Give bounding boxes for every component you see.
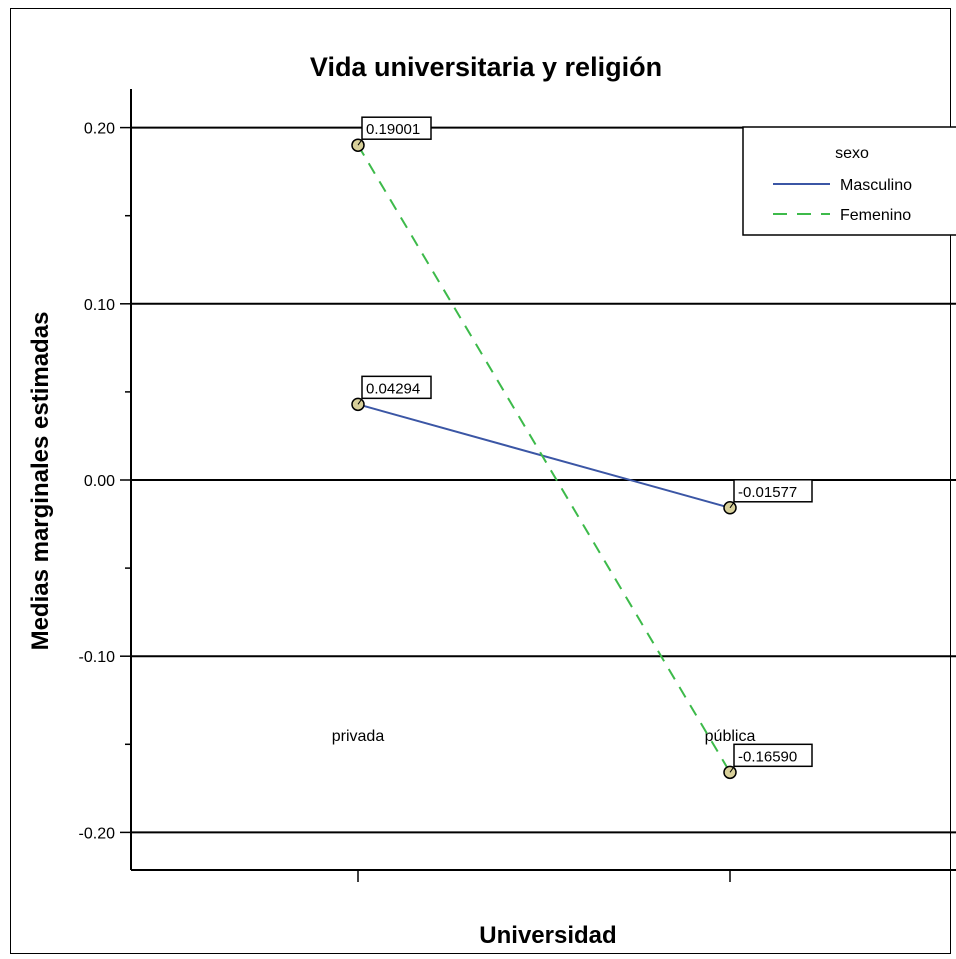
x-tick-label-1: pública	[705, 728, 756, 745]
data-label-box	[361, 116, 432, 140]
x-axis-label: Universidad	[479, 922, 616, 949]
series-line-masculino	[357, 403, 731, 509]
legend-items: Masculino Femenino	[773, 177, 912, 224]
data-label-box	[733, 743, 813, 768]
series-line-femenino	[357, 144, 731, 773]
chart-title: Vida universitaria y religión	[310, 52, 662, 82]
legend-title: sexo	[835, 145, 869, 162]
y-tick-label-2: 0.00	[84, 473, 115, 490]
data-label-femenino-0: 0.19001	[357, 116, 432, 146]
data-label-masculino-0: 0.04294	[357, 375, 432, 405]
data-label-femenino-1: -0.16590	[729, 743, 813, 773]
data-label-text: -0.16590	[738, 748, 797, 765]
data-value-labels: 0.04294 -0.01577 0.19001 -0.16590	[357, 116, 813, 773]
data-label-box	[361, 375, 432, 400]
legend-label-femenino: Femenino	[840, 207, 911, 224]
data-label-text: -0.01577	[738, 484, 797, 501]
data-label-text: 0.19001	[366, 121, 420, 138]
data-markers	[351, 138, 737, 780]
y-tick-label-3: -0.10	[79, 649, 116, 666]
legend-box	[742, 126, 956, 236]
x-tick-label-0: privada	[332, 728, 385, 745]
y-tick-label-4: -0.20	[79, 825, 116, 842]
y-tick-labels: 0.20 0.10 0.00 -0.10 -0.20	[79, 121, 116, 843]
y-tick-label-0: 0.20	[84, 121, 115, 138]
legend-label-masculino: Masculino	[840, 177, 912, 194]
y-tick-label-1: 0.10	[84, 297, 115, 314]
data-label-box	[733, 479, 813, 503]
data-label-masculino-1: -0.01577	[729, 479, 813, 509]
x-tick-labels: privada pública	[332, 728, 756, 745]
y-axis-label: Medias marginales estimadas	[27, 312, 54, 651]
axes	[120, 89, 956, 882]
series-lines	[357, 144, 731, 773]
data-label-text: 0.04294	[366, 380, 420, 397]
legend: sexo Masculino Femenino	[742, 126, 956, 236]
